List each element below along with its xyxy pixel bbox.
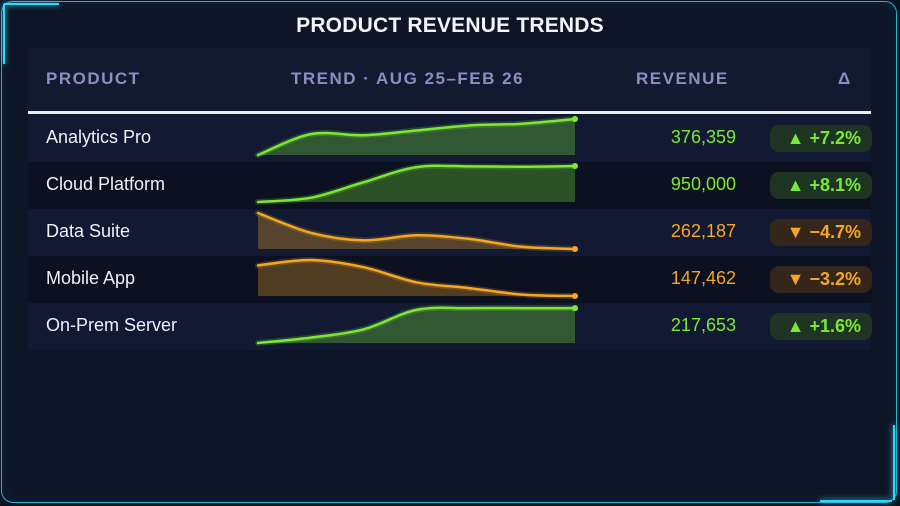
product-name: Data Suite <box>46 221 131 241</box>
sparkline-cloud-platform <box>255 162 578 205</box>
sparkline-line <box>256 306 577 345</box>
sparkline-end-point <box>572 163 578 169</box>
corner-accent-right <box>893 425 895 500</box>
sparkline-data-suite <box>255 210 578 252</box>
header-delta: Δ <box>838 69 852 88</box>
product-name: On-Prem Server <box>46 315 178 335</box>
sparkline-line <box>256 164 577 204</box>
chart-title: PRODUCT REVENUE TRENDS <box>296 14 604 37</box>
sparkline-area <box>258 119 575 155</box>
header-revenue: REVENUE <box>636 69 729 88</box>
sparkline-area <box>258 307 575 343</box>
sparkline-line <box>256 117 577 157</box>
sparkline-end-point <box>572 293 578 299</box>
sparkline-area <box>258 165 575 202</box>
sparkline-area <box>258 259 575 296</box>
header-product: PRODUCT <box>46 69 141 88</box>
table-row: Data Suite 262,187 ▼ −4.7% <box>28 209 872 256</box>
sparkline-line <box>256 258 577 298</box>
delta-badge: ▼ −3.2% <box>770 266 872 293</box>
revenue-value: 217,653 <box>670 315 736 335</box>
table-row: Cloud Platform 950,000 ▲ +8.1% <box>28 162 872 209</box>
sparkline-area <box>258 213 575 249</box>
revenue-value: 950,000 <box>670 174 736 194</box>
header-trend: TREND · AUG 25–FEB 26 <box>291 69 525 88</box>
product-name: Mobile App <box>46 268 136 288</box>
table-row: On-Prem Server 217,653 ▲ +1.6% <box>28 303 872 350</box>
product-name: Cloud Platform <box>46 174 166 194</box>
sparkline-end-point <box>572 305 578 312</box>
sparkline-analytics-pro <box>255 116 578 158</box>
delta-badge: ▲ +7.2% <box>770 125 872 152</box>
table-row: Analytics Pro 376,359 ▲ +7.2% <box>28 115 872 162</box>
revenue-value: 262,187 <box>670 221 736 241</box>
corner-accent-bottom-right <box>820 500 892 502</box>
header-divider <box>28 111 871 114</box>
table-header <box>28 48 871 110</box>
corner-accent-top-left <box>4 3 59 5</box>
sparkline-mobile-app <box>255 256 578 299</box>
delta-badge: ▲ +1.6% <box>770 313 872 340</box>
sparkline-line <box>256 211 577 251</box>
sparkline-on-prem-server <box>255 304 578 346</box>
sparkline-end-point <box>572 246 578 252</box>
delta-badge: ▼ −4.7% <box>770 219 872 246</box>
corner-accent-left <box>3 4 5 64</box>
delta-badge: ▲ +8.1% <box>770 172 872 199</box>
product-name: Analytics Pro <box>46 127 152 147</box>
sparkline-end-point <box>572 116 578 122</box>
table-row: Mobile App 147,462 ▼ −3.2% <box>28 256 872 303</box>
revenue-value: 147,462 <box>670 268 736 288</box>
revenue-value: 376,359 <box>670 127 736 147</box>
